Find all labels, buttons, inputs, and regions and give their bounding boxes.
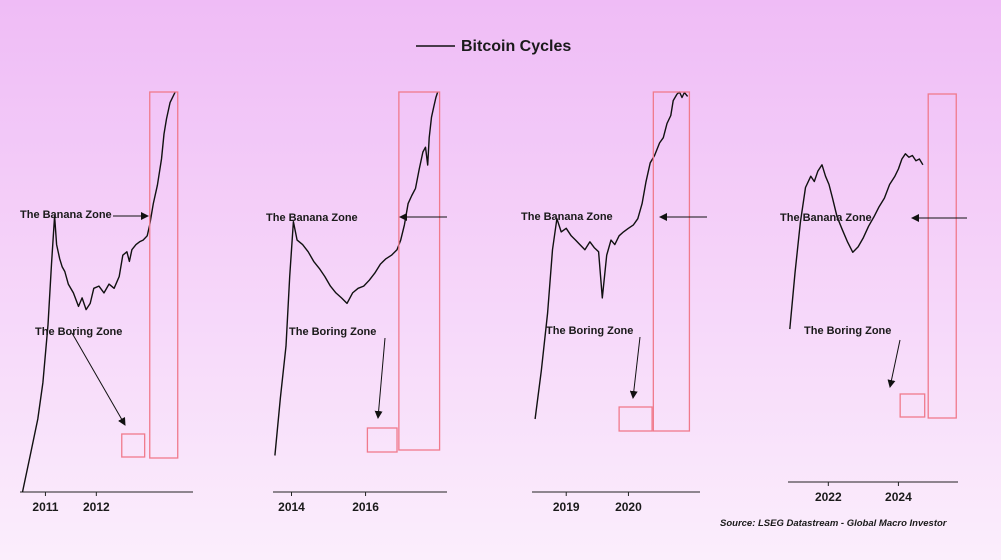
boring-zone-label: The Boring Zone: [289, 326, 376, 338]
panel-2: 2014 2016 The Banana Zone The Boring Zone: [266, 91, 447, 514]
price-series-line: [274, 91, 439, 456]
x-tick-label: 2024: [885, 490, 912, 504]
boring-zone-arrow: [629, 336, 641, 399]
price-series-line: [789, 153, 924, 330]
banana-zone-label: The Banana Zone: [20, 209, 112, 221]
x-tick-label: 2016: [352, 500, 379, 514]
x-tick-label: 2012: [83, 500, 110, 514]
banana-zone-label: The Banana Zone: [266, 212, 358, 224]
banana-zone-label: The Banana Zone: [780, 212, 872, 224]
boring-zone-arrow: [887, 339, 901, 388]
banana-zone-label: The Banana Zone: [521, 211, 613, 223]
price-series-line: [21, 91, 176, 493]
banana-zone-box: [149, 91, 179, 459]
boring-zone-arrow: [71, 332, 126, 426]
boring-zone-label: The Boring Zone: [804, 325, 891, 337]
panel-3: 2019 2020 The Banana Zone The Boring Zone: [521, 91, 707, 514]
x-tick-label: 2011: [32, 500, 58, 514]
x-tick-label: 2019: [553, 500, 580, 514]
boring-zone-box: [899, 393, 926, 418]
boring-zone-box: [121, 433, 146, 458]
boring-zone-label: The Boring Zone: [35, 326, 122, 338]
boring-zone-box: [366, 427, 398, 453]
banana-zone-box: [652, 91, 691, 432]
source-note: Source: LSEG Datastream - Global Macro I…: [720, 518, 948, 529]
x-tick-label: 2014: [278, 500, 305, 514]
chart-title: Bitcoin Cycles: [461, 38, 571, 55]
price-series-line: [534, 91, 689, 420]
banana-zone-box: [927, 93, 957, 419]
x-tick-label: 2020: [615, 500, 642, 514]
chart-legend: Bitcoin Cycles: [416, 38, 571, 55]
boring-zone-arrow: [374, 337, 386, 419]
panel-1: 2011 2012 The Banana Zone The Boring Zone: [20, 91, 193, 514]
banana-zone-box: [398, 91, 441, 451]
boring-zone-box: [618, 406, 653, 432]
x-tick-label: 2022: [815, 490, 842, 504]
boring-zone-label: The Boring Zone: [546, 325, 633, 337]
panel-4: 2022 2024 The Banana Zone The Boring Zone: [780, 93, 967, 504]
